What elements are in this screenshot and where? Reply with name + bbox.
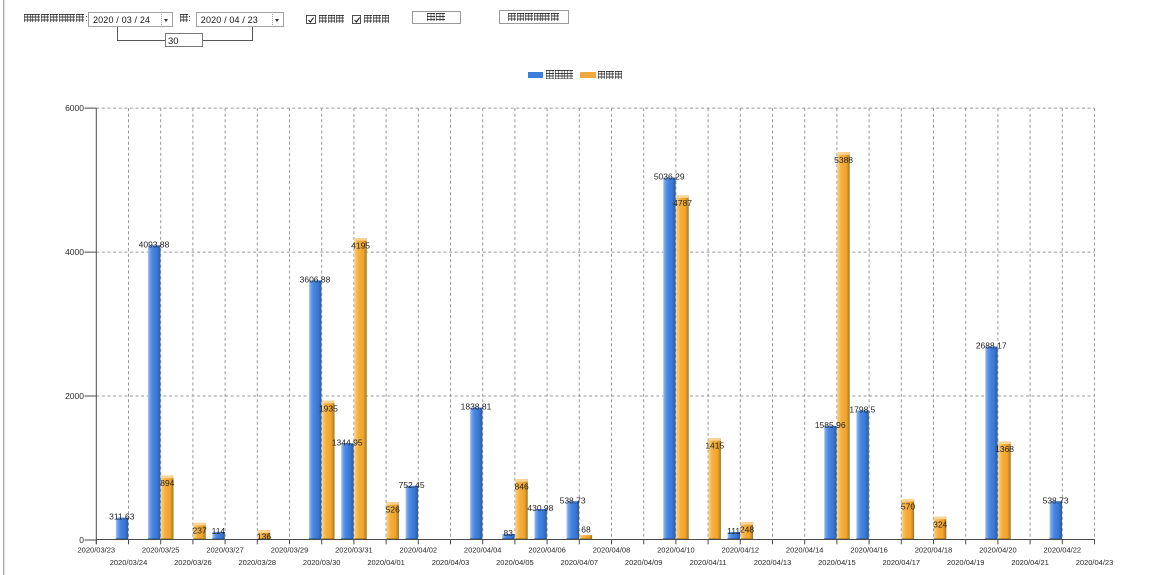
svg-text:0: 0 bbox=[79, 535, 84, 545]
svg-text:2020/03/29: 2020/03/29 bbox=[271, 545, 309, 554]
svg-text:114: 114 bbox=[212, 526, 226, 536]
svg-text:2020/04/01: 2020/04/01 bbox=[367, 558, 405, 567]
svg-text:5388: 5388 bbox=[834, 155, 853, 165]
svg-text:846: 846 bbox=[515, 482, 529, 492]
svg-text:2020/04/04: 2020/04/04 bbox=[464, 545, 502, 554]
svg-text:2020/03/27: 2020/03/27 bbox=[206, 545, 244, 554]
svg-text:68: 68 bbox=[581, 525, 591, 535]
svg-text:3606.88: 3606.88 bbox=[300, 275, 331, 285]
svg-text:2020/04/20: 2020/04/20 bbox=[979, 545, 1017, 554]
svg-text:2020/04/08: 2020/04/08 bbox=[593, 545, 631, 554]
svg-text:1368: 1368 bbox=[995, 444, 1014, 454]
svg-text:526: 526 bbox=[386, 505, 400, 515]
svg-text:538.73: 538.73 bbox=[1043, 495, 1069, 505]
svg-text:1838.81: 1838.81 bbox=[461, 402, 492, 412]
svg-text:324: 324 bbox=[933, 519, 947, 529]
svg-text:4093.88: 4093.88 bbox=[139, 239, 170, 249]
svg-text:2020/04/17: 2020/04/17 bbox=[883, 558, 921, 567]
svg-text:2020/04/09: 2020/04/09 bbox=[625, 558, 663, 567]
svg-text:2020/04/11: 2020/04/11 bbox=[690, 558, 727, 567]
svg-text:570: 570 bbox=[901, 502, 915, 512]
svg-text:248: 248 bbox=[740, 525, 754, 535]
svg-text:1344.95: 1344.95 bbox=[332, 437, 363, 447]
svg-text:2020/04/23: 2020/04/23 bbox=[1076, 558, 1114, 567]
svg-text:1415: 1415 bbox=[705, 441, 724, 451]
svg-text:2020/03/25: 2020/03/25 bbox=[142, 545, 180, 554]
svg-text:136: 136 bbox=[257, 531, 271, 541]
svg-text:83: 83 bbox=[503, 528, 513, 538]
svg-text:1935: 1935 bbox=[319, 403, 338, 413]
svg-text:2020/04/18: 2020/04/18 bbox=[915, 545, 953, 554]
svg-text:2020/03/28: 2020/03/28 bbox=[239, 558, 277, 567]
svg-text:237: 237 bbox=[193, 526, 207, 536]
svg-text:2020/04/10: 2020/04/10 bbox=[657, 545, 695, 554]
svg-text:2020/03/30: 2020/03/30 bbox=[303, 558, 341, 567]
svg-text:2020/04/07: 2020/04/07 bbox=[561, 558, 599, 567]
svg-text:538.73: 538.73 bbox=[560, 495, 586, 505]
svg-text:2020/04/05: 2020/04/05 bbox=[496, 558, 534, 567]
svg-text:2020/03/26: 2020/03/26 bbox=[174, 558, 212, 567]
svg-text:2020/04/06: 2020/04/06 bbox=[528, 545, 566, 554]
svg-text:2020/04/21: 2020/04/21 bbox=[1011, 558, 1049, 567]
svg-text:2020/04/14: 2020/04/14 bbox=[786, 545, 824, 554]
svg-text:2020/04/15: 2020/04/15 bbox=[818, 558, 856, 567]
svg-text:2688.17: 2688.17 bbox=[976, 341, 1007, 351]
svg-text:752.45: 752.45 bbox=[399, 480, 425, 490]
svg-text:2020/04/12: 2020/04/12 bbox=[722, 545, 760, 554]
svg-text:1798.5: 1798.5 bbox=[849, 405, 875, 415]
svg-text:2020/04/13: 2020/04/13 bbox=[754, 558, 792, 567]
svg-text:2000: 2000 bbox=[65, 391, 84, 401]
svg-text:4195: 4195 bbox=[351, 241, 370, 251]
svg-text:1585.96: 1585.96 bbox=[815, 420, 846, 430]
svg-text:2020/04/16: 2020/04/16 bbox=[850, 545, 888, 554]
svg-text:2020/04/22: 2020/04/22 bbox=[1044, 545, 1082, 554]
svg-text:111: 111 bbox=[727, 526, 740, 536]
svg-text:4000: 4000 bbox=[65, 247, 84, 257]
svg-text:430.98: 430.98 bbox=[527, 503, 553, 513]
svg-text:4787: 4787 bbox=[673, 198, 692, 208]
svg-text:2020/04/19: 2020/04/19 bbox=[947, 558, 985, 567]
svg-text:2020/03/31: 2020/03/31 bbox=[335, 545, 373, 554]
svg-text:311.63: 311.63 bbox=[109, 512, 135, 522]
svg-text:894: 894 bbox=[160, 478, 174, 488]
svg-text:2020/03/23: 2020/03/23 bbox=[78, 545, 116, 554]
svg-text:5036.29: 5036.29 bbox=[654, 172, 685, 182]
svg-text:2020/04/03: 2020/04/03 bbox=[432, 558, 470, 567]
svg-text:2020/03/24: 2020/03/24 bbox=[110, 558, 148, 567]
svg-text:6000: 6000 bbox=[65, 103, 84, 113]
svg-text:2020/04/02: 2020/04/02 bbox=[400, 545, 438, 554]
